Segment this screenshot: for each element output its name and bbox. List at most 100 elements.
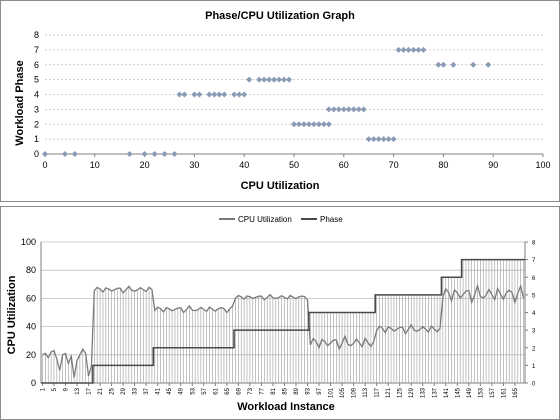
phase-cpu-scatter-chart: Phase/CPU Utilization Graph CPU Utilizat… [14,10,551,192]
data-point [410,46,417,53]
y2-tick-label: 2 [532,346,536,352]
x-tick-label: 45 [167,387,173,394]
y-tick-label: 40 [26,322,36,332]
data-point [151,151,158,157]
x-tick-label: 125 [398,387,404,398]
x-axis-title: Workload Instance [237,401,335,413]
data-point [320,121,327,128]
x-tick-label: 85 [282,387,288,394]
x-tick-label: 141 [444,387,450,398]
data-point [295,121,302,128]
x-tick-label: 0 [42,160,47,170]
x-tick-label: 161 [501,387,507,398]
data-point [405,46,412,53]
y-tick-label: 2 [34,119,39,129]
x-tick-label: 149 [467,387,473,398]
data-point [176,91,183,98]
x-tick-label: 25 [110,387,116,394]
x-tick-label: 137 [432,387,438,398]
data-point [400,46,407,53]
data-point [211,91,218,98]
data-point [236,91,243,98]
x-tick-label: 41 [156,387,162,394]
x-tick-label: 109 [352,387,358,398]
data-point [291,121,297,128]
data-point [370,136,377,143]
x-tick-label: 145 [455,387,461,398]
data-point [390,136,397,143]
data-point [71,151,78,157]
y2-tick-label: 6 [532,276,536,282]
y-tick-label: 1 [34,134,39,144]
x-tick-label: 53 [190,387,196,394]
data-point [350,106,357,113]
data-point [221,91,228,98]
x-tick-label: 121 [386,387,392,398]
y2-tick-label: 8 [532,241,536,247]
data-point [206,91,213,98]
x-tick-label: 157 [490,387,496,398]
x-tick-label: 100 [535,160,550,170]
x-tick-label: 97 [317,387,323,394]
data-point [256,76,263,83]
legend: CPU Utilization Phase [219,215,343,224]
x-tick-label: 57 [202,387,208,394]
x-tick-label: 70 [389,160,399,170]
y-tick-label: 20 [26,350,36,360]
data-point [340,106,347,113]
data-point [196,91,203,98]
data-point [365,136,372,143]
data-point [141,151,148,157]
data-point [310,121,317,128]
x-tick-label: 153 [478,387,484,398]
data-point [271,76,278,83]
data-point [216,91,223,98]
x-tick-label: 49 [179,387,185,394]
x-tick-label: 113 [363,387,369,397]
data-point [345,106,352,113]
line-chart-panel: CPU Utilization Phase Workload Instance … [0,206,560,420]
y-tick-label: 80 [26,265,36,275]
x-tick-label: 5 [52,387,58,391]
series-line-phase [41,258,525,384]
y2-tick-label: 3 [532,329,536,335]
x-tick-label: 80 [438,160,448,170]
x-tick-label: 89 [294,387,300,394]
y-tick-label: 6 [34,60,39,70]
x-tick-label: 61 [213,387,219,394]
x-axis-title: CPU Utilization [241,180,320,192]
data-point [485,61,492,68]
data-point [315,121,322,128]
data-point [286,76,293,83]
y2-tick-label: 7 [532,258,536,264]
x-tick-label: 73 [248,387,254,394]
data-point [385,136,392,143]
y-tick-label: 60 [26,293,36,303]
y-tick-label: 3 [34,104,39,114]
data-point [281,76,288,83]
x-tick-label: 10 [90,160,100,170]
data-point [335,106,342,113]
data-point [380,136,387,143]
data-point [171,151,178,157]
x-tick-label: 1 [40,387,46,391]
data-point [126,151,133,157]
x-tick-label: 117 [375,387,381,397]
data-point [360,106,367,113]
chart-title: Phase/CPU Utilization Graph [205,10,355,22]
y-tick-label: 100 [21,237,36,247]
legend-label-cpu-utilization: CPU Utilization [238,215,292,224]
data-point [375,136,382,143]
x-tick-label: 81 [271,387,277,394]
data-point [241,91,248,98]
y-axis-title: CPU Utilization [6,275,18,354]
y-tick-label: 8 [34,30,39,40]
data-point [435,61,442,68]
x-tick-label: 65 [225,387,231,394]
x-tick-label: 20 [140,160,150,170]
legend-label-phase: Phase [320,215,343,224]
x-tick-label: 29 [121,387,127,394]
series-line-cpu-utilization [42,283,525,378]
data-point [42,151,48,157]
x-tick-label: 17 [87,387,93,394]
